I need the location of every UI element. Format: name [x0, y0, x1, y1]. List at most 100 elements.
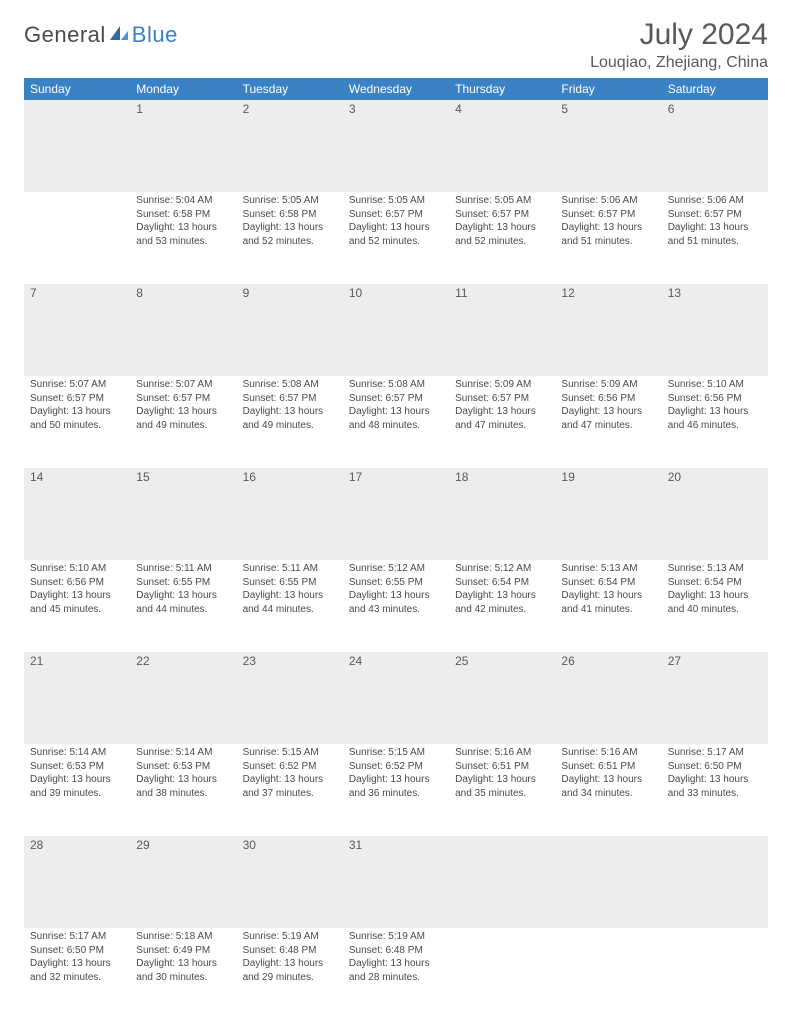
week-row: Sunrise: 5:07 AMSunset: 6:57 PMDaylight:…: [24, 376, 768, 468]
day-cell: Sunrise: 5:08 AMSunset: 6:57 PMDaylight:…: [237, 376, 343, 468]
day-content: Sunrise: 5:09 AMSunset: 6:57 PMDaylight:…: [449, 376, 555, 438]
day-cell: Sunrise: 5:08 AMSunset: 6:57 PMDaylight:…: [343, 376, 449, 468]
day-content: Sunrise: 5:05 AMSunset: 6:58 PMDaylight:…: [237, 192, 343, 254]
daynum-cell: [24, 100, 130, 192]
sunset-line: Sunset: 6:53 PM: [136, 760, 230, 774]
week-row: Sunrise: 5:14 AMSunset: 6:53 PMDaylight:…: [24, 744, 768, 836]
daynum-cell: 20: [662, 468, 768, 560]
sunset-line: Sunset: 6:54 PM: [668, 576, 762, 590]
daynum-cell: 23: [237, 652, 343, 744]
daynum-cell: 29: [130, 836, 236, 928]
day-number: 3: [343, 100, 449, 118]
daylight-line: Daylight: 13 hours and 49 minutes.: [243, 405, 337, 432]
day-content: Sunrise: 5:13 AMSunset: 6:54 PMDaylight:…: [555, 560, 661, 622]
daynum-row: 28293031: [24, 836, 768, 928]
day-number: [24, 100, 130, 104]
day-number: 8: [130, 284, 236, 302]
sunrise-line: Sunrise: 5:06 AM: [668, 194, 762, 208]
day-content: Sunrise: 5:19 AMSunset: 6:48 PMDaylight:…: [237, 928, 343, 990]
day-number: 28: [24, 836, 130, 854]
day-number: 1: [130, 100, 236, 118]
sunset-line: Sunset: 6:56 PM: [30, 576, 124, 590]
day-content: Sunrise: 5:04 AMSunset: 6:58 PMDaylight:…: [130, 192, 236, 254]
sunrise-line: Sunrise: 5:11 AM: [243, 562, 337, 576]
day-number: 18: [449, 468, 555, 486]
day-number: 25: [449, 652, 555, 670]
daynum-cell: 3: [343, 100, 449, 192]
day-content: Sunrise: 5:11 AMSunset: 6:55 PMDaylight:…: [237, 560, 343, 622]
daynum-row: 14151617181920: [24, 468, 768, 560]
daynum-cell: 10: [343, 284, 449, 376]
daynum-cell: [449, 836, 555, 928]
day-cell: Sunrise: 5:15 AMSunset: 6:52 PMDaylight:…: [237, 744, 343, 836]
daynum-row: 123456: [24, 100, 768, 192]
sunrise-line: Sunrise: 5:17 AM: [668, 746, 762, 760]
calendar-body: 123456Sunrise: 5:04 AMSunset: 6:58 PMDay…: [24, 100, 768, 1020]
sunrise-line: Sunrise: 5:06 AM: [561, 194, 655, 208]
day-content: Sunrise: 5:15 AMSunset: 6:52 PMDaylight:…: [237, 744, 343, 806]
day-content: Sunrise: 5:07 AMSunset: 6:57 PMDaylight:…: [130, 376, 236, 438]
sunset-line: Sunset: 6:48 PM: [243, 944, 337, 958]
sunrise-line: Sunrise: 5:05 AM: [349, 194, 443, 208]
sunset-line: Sunset: 6:57 PM: [243, 392, 337, 406]
page-header: General Blue July 2024 Louqiao, Zhejiang…: [24, 18, 768, 72]
calendar-table: Sunday Monday Tuesday Wednesday Thursday…: [24, 78, 768, 1020]
day-content: Sunrise: 5:07 AMSunset: 6:57 PMDaylight:…: [24, 376, 130, 438]
day-content: Sunrise: 5:06 AMSunset: 6:57 PMDaylight:…: [555, 192, 661, 254]
daynum-cell: 24: [343, 652, 449, 744]
sunrise-line: Sunrise: 5:08 AM: [243, 378, 337, 392]
day-number: 10: [343, 284, 449, 302]
daylight-line: Daylight: 13 hours and 38 minutes.: [136, 773, 230, 800]
day-content: [449, 928, 555, 936]
sunset-line: Sunset: 6:52 PM: [349, 760, 443, 774]
day-number: 19: [555, 468, 661, 486]
daylight-line: Daylight: 13 hours and 52 minutes.: [349, 221, 443, 248]
daylight-line: Daylight: 13 hours and 52 minutes.: [243, 221, 337, 248]
day-cell: Sunrise: 5:17 AMSunset: 6:50 PMDaylight:…: [662, 744, 768, 836]
logo-text-blue: Blue: [132, 22, 178, 48]
day-number: 15: [130, 468, 236, 486]
day-content: Sunrise: 5:15 AMSunset: 6:52 PMDaylight:…: [343, 744, 449, 806]
day-cell: Sunrise: 5:15 AMSunset: 6:52 PMDaylight:…: [343, 744, 449, 836]
weekday-header: Saturday: [662, 78, 768, 100]
day-cell: Sunrise: 5:11 AMSunset: 6:55 PMDaylight:…: [237, 560, 343, 652]
daynum-cell: 5: [555, 100, 661, 192]
sunset-line: Sunset: 6:49 PM: [136, 944, 230, 958]
sunrise-line: Sunrise: 5:12 AM: [349, 562, 443, 576]
sunset-line: Sunset: 6:50 PM: [668, 760, 762, 774]
daylight-line: Daylight: 13 hours and 32 minutes.: [30, 957, 124, 984]
week-row: Sunrise: 5:17 AMSunset: 6:50 PMDaylight:…: [24, 928, 768, 1020]
page-subtitle: Louqiao, Zhejiang, China: [590, 54, 768, 72]
sunset-line: Sunset: 6:57 PM: [455, 392, 549, 406]
calendar-page: General Blue July 2024 Louqiao, Zhejiang…: [0, 0, 792, 612]
sunrise-line: Sunrise: 5:12 AM: [455, 562, 549, 576]
day-cell: Sunrise: 5:05 AMSunset: 6:58 PMDaylight:…: [237, 192, 343, 284]
daylight-line: Daylight: 13 hours and 52 minutes.: [455, 221, 549, 248]
daynum-cell: 17: [343, 468, 449, 560]
sunset-line: Sunset: 6:52 PM: [243, 760, 337, 774]
daynum-cell: 14: [24, 468, 130, 560]
day-cell: Sunrise: 5:12 AMSunset: 6:55 PMDaylight:…: [343, 560, 449, 652]
daynum-cell: 7: [24, 284, 130, 376]
daylight-line: Daylight: 13 hours and 34 minutes.: [561, 773, 655, 800]
day-cell: [555, 928, 661, 1020]
day-number: 6: [662, 100, 768, 118]
day-number: 24: [343, 652, 449, 670]
daylight-line: Daylight: 13 hours and 49 minutes.: [136, 405, 230, 432]
daynum-row: 21222324252627: [24, 652, 768, 744]
sunset-line: Sunset: 6:58 PM: [136, 208, 230, 222]
day-number: 9: [237, 284, 343, 302]
weekday-header: Wednesday: [343, 78, 449, 100]
daynum-cell: 26: [555, 652, 661, 744]
weekday-header: Friday: [555, 78, 661, 100]
day-content: Sunrise: 5:13 AMSunset: 6:54 PMDaylight:…: [662, 560, 768, 622]
day-content: Sunrise: 5:17 AMSunset: 6:50 PMDaylight:…: [662, 744, 768, 806]
day-number: [555, 836, 661, 840]
day-content: Sunrise: 5:06 AMSunset: 6:57 PMDaylight:…: [662, 192, 768, 254]
sunrise-line: Sunrise: 5:05 AM: [243, 194, 337, 208]
day-content: Sunrise: 5:19 AMSunset: 6:48 PMDaylight:…: [343, 928, 449, 990]
day-content: Sunrise: 5:05 AMSunset: 6:57 PMDaylight:…: [449, 192, 555, 254]
sunrise-line: Sunrise: 5:15 AM: [243, 746, 337, 760]
sunset-line: Sunset: 6:58 PM: [243, 208, 337, 222]
day-cell: Sunrise: 5:16 AMSunset: 6:51 PMDaylight:…: [555, 744, 661, 836]
